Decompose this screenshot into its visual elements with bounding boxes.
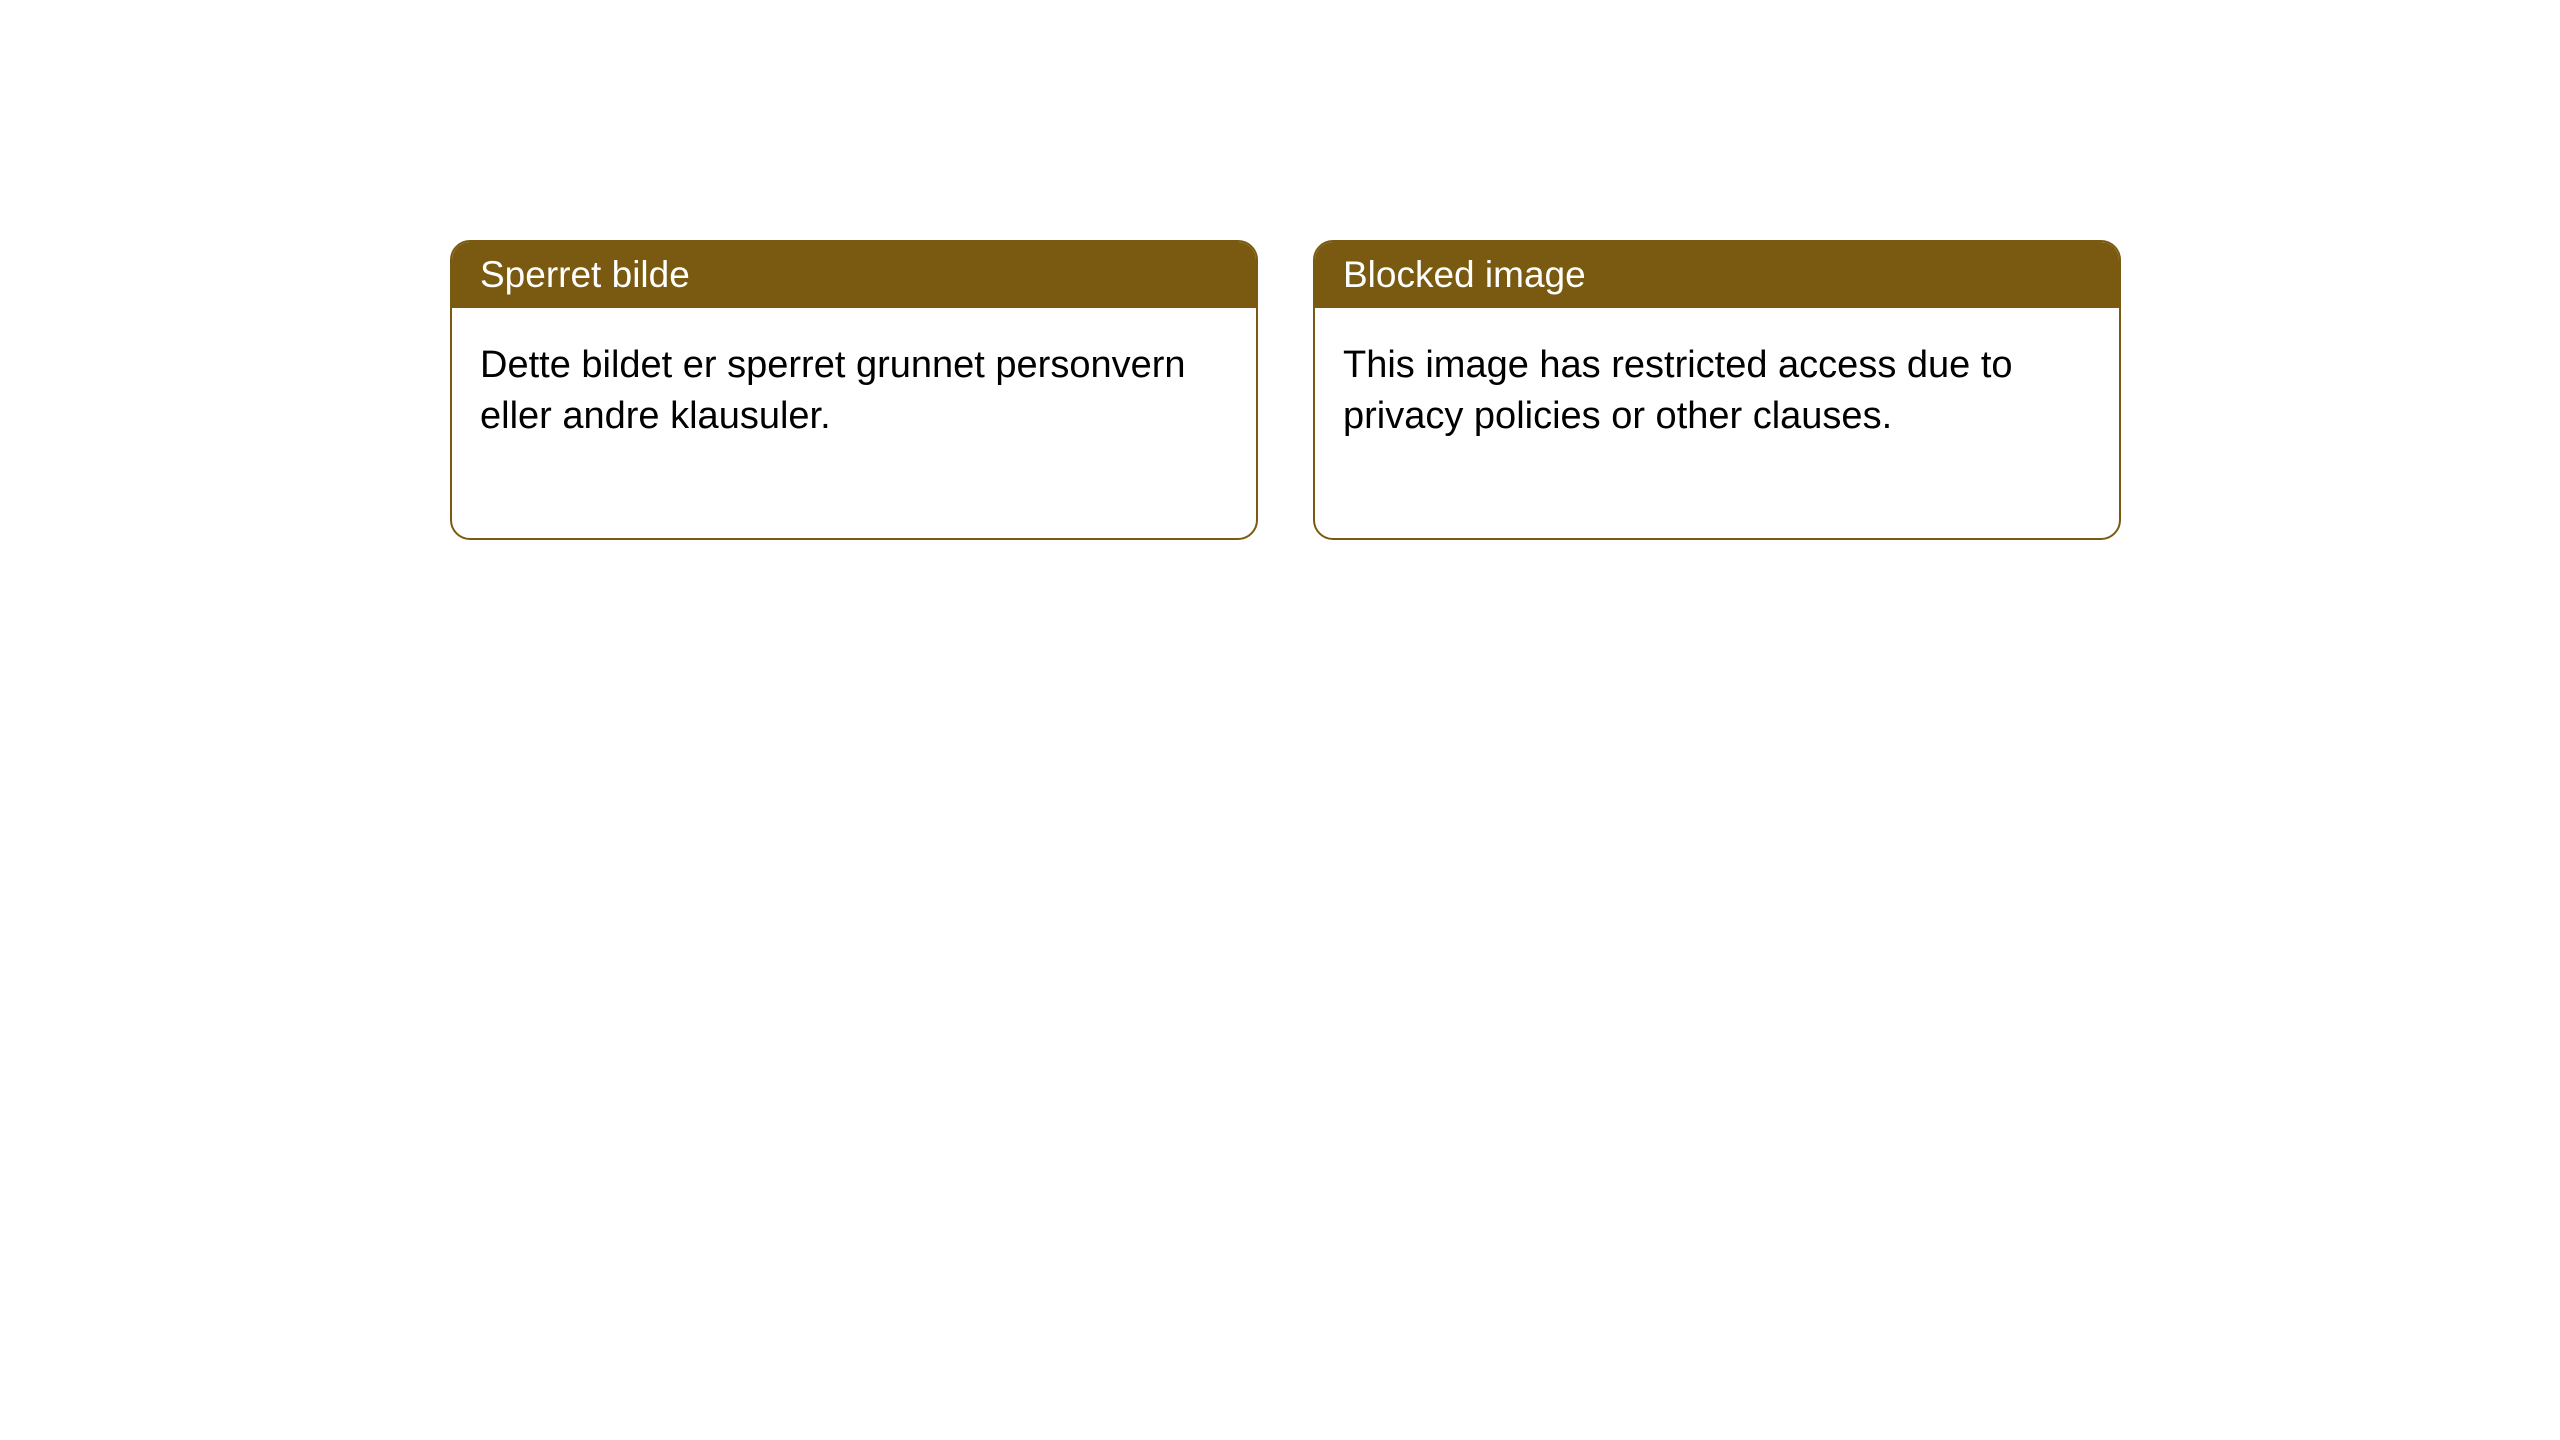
cards-container: Sperret bilde Dette bildet er sperret gr…	[0, 0, 2560, 540]
blocked-image-card-en: Blocked image This image has restricted …	[1313, 240, 2121, 540]
blocked-image-card-no: Sperret bilde Dette bildet er sperret gr…	[450, 240, 1258, 540]
card-body: This image has restricted access due to …	[1315, 308, 2119, 538]
card-body-text: This image has restricted access due to …	[1343, 344, 2013, 437]
card-header: Blocked image	[1315, 242, 2119, 308]
card-title: Blocked image	[1343, 254, 1586, 295]
card-body: Dette bildet er sperret grunnet personve…	[452, 308, 1256, 538]
card-header: Sperret bilde	[452, 242, 1256, 308]
card-title: Sperret bilde	[480, 254, 690, 295]
card-body-text: Dette bildet er sperret grunnet personve…	[480, 344, 1186, 437]
